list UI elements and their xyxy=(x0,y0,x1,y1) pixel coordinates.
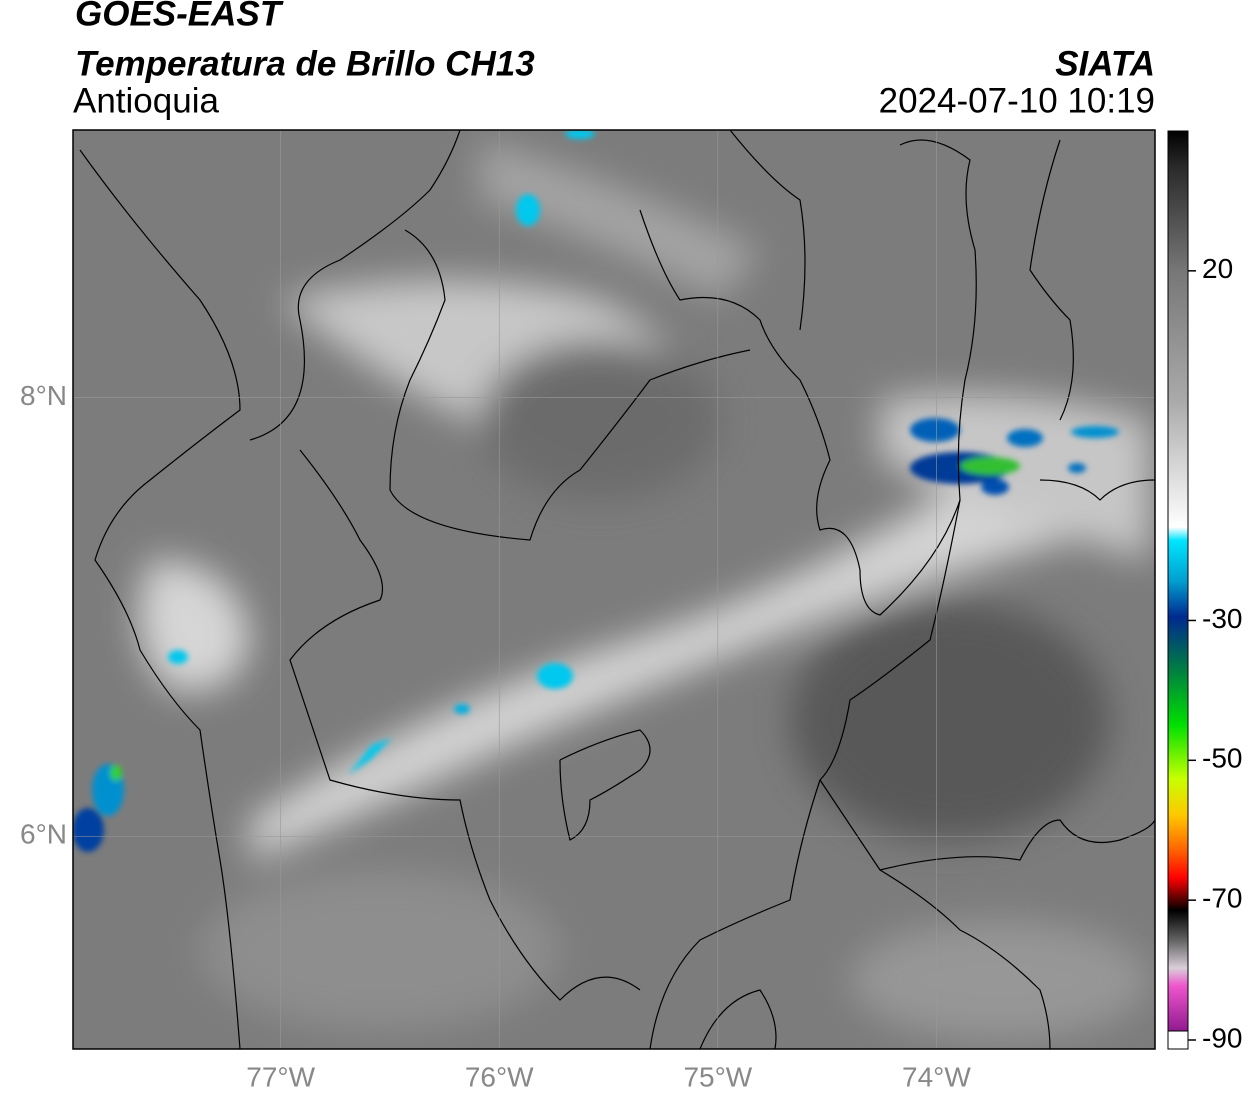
y-tick-label: 6°N xyxy=(20,819,67,850)
y-tick-label: 8°N xyxy=(20,380,67,411)
grid xyxy=(73,130,1155,1049)
x-tick-label: 74°W xyxy=(902,1061,971,1092)
region: Antioquia xyxy=(73,81,219,120)
colorbar-tick-label: -90 xyxy=(1202,1022,1242,1053)
x-tick-label: 75°W xyxy=(683,1061,752,1092)
datetime: 2024-07-10 10:19 xyxy=(879,81,1155,120)
colorbar xyxy=(1168,131,1188,1031)
x-tick-label: 76°W xyxy=(465,1061,534,1092)
colorbar-under xyxy=(1167,1030,1189,1050)
title: GOES-EAST xyxy=(75,0,284,33)
map-frame xyxy=(72,129,1156,1050)
colorbar-frame xyxy=(1167,130,1189,1050)
subtitle: Temperatura de Brillo CH13 xyxy=(75,44,535,83)
colorbar-tick-label: -30 xyxy=(1202,603,1242,634)
colorbar-tick-label: -50 xyxy=(1202,743,1242,774)
map-image xyxy=(73,130,1155,1049)
x-tick-label: 77°W xyxy=(246,1061,315,1092)
source: SIATA xyxy=(1055,44,1155,83)
colorbar-tick-label: -70 xyxy=(1202,883,1242,914)
colorbar-tick-label: 20 xyxy=(1202,253,1233,284)
